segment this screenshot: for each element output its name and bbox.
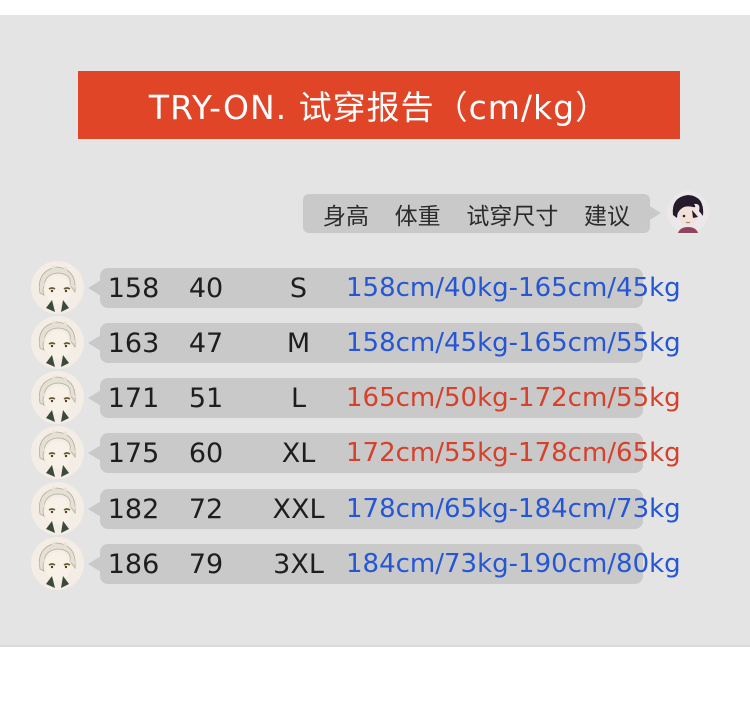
- table-row: 158 40 S 158cm/40kg-165cm/45kg: [0, 261, 750, 314]
- advice-cell: 172cm/55kg-178cm/65kg: [346, 438, 681, 468]
- height-cell: 182: [107, 493, 160, 525]
- header-label-height: 身高: [323, 203, 369, 230]
- size-table-header: 身高 体重 试穿尺寸 建议: [303, 194, 650, 233]
- table-row: 182 72 XXL 178cm/65kg-184cm/73kg: [0, 482, 750, 535]
- size-cell: XXL: [272, 493, 325, 525]
- size-row-bar: 163 47 M 158cm/45kg-165cm/55kg: [100, 323, 681, 363]
- size-cell: 3XL: [273, 548, 324, 580]
- silver-hair-anime-avatar-icon: [31, 426, 84, 479]
- height-cell: 186: [107, 548, 160, 580]
- size-row-bar: 175 60 XL 172cm/55kg-178cm/65kg: [100, 433, 681, 473]
- table-row: 186 79 3XL 184cm/73kg-190cm/80kg: [0, 537, 750, 590]
- size-row-bar: 171 51 L 165cm/50kg-172cm/55kg: [100, 378, 681, 418]
- header-label-tryon-size: 试穿尺寸: [466, 203, 559, 230]
- header-label-advice: 建议: [583, 203, 630, 230]
- weight-cell: 47: [188, 327, 224, 359]
- height-cell: 175: [107, 437, 160, 469]
- table-row: 163 47 M 158cm/45kg-165cm/55kg: [0, 316, 750, 369]
- size-cell: M: [286, 327, 311, 359]
- speech-bubble-tail: [88, 280, 101, 296]
- speech-bubble-tail: [88, 445, 101, 461]
- weight-cell: 79: [188, 548, 224, 580]
- size-row-bar: 182 72 XXL 178cm/65kg-184cm/73kg: [100, 489, 681, 529]
- advice-cell: 158cm/40kg-165cm/45kg: [346, 273, 681, 303]
- speech-bubble-tail: [88, 335, 101, 351]
- height-cell: 163: [107, 327, 160, 359]
- table-row: 171 51 L 165cm/50kg-172cm/55kg: [0, 371, 750, 424]
- weight-cell: 40: [188, 272, 224, 304]
- speech-bubble-tail: [88, 390, 101, 406]
- weight-cell: 72: [188, 493, 224, 525]
- speech-bubble-tail: [88, 501, 101, 517]
- advice-cell: 184cm/73kg-190cm/80kg: [346, 549, 681, 579]
- header-label-weight: 体重: [394, 203, 441, 230]
- title-banner: TRY-ON. 试穿报告（cm/kg）: [78, 71, 680, 139]
- advice-cell: 165cm/50kg-172cm/55kg: [346, 383, 681, 413]
- dark-hair-anime-avatar-icon: [667, 191, 709, 233]
- speech-bubble-tail: [88, 556, 101, 572]
- advice-cell: 158cm/45kg-165cm/55kg: [346, 328, 681, 358]
- content-panel: TRY-ON. 试穿报告（cm/kg） 身高 体重 试穿尺寸 建议: [0, 15, 750, 647]
- height-cell: 171: [107, 382, 160, 414]
- speech-bubble-tail: [648, 205, 661, 221]
- advice-cell: 178cm/65kg-184cm/73kg: [346, 494, 681, 524]
- weight-cell: 60: [188, 437, 224, 469]
- silver-hair-anime-avatar-icon: [31, 316, 84, 369]
- silver-hair-anime-avatar-icon: [31, 371, 84, 424]
- silver-hair-anime-avatar-icon: [31, 537, 84, 590]
- table-row: 175 60 XL 172cm/55kg-178cm/65kg: [0, 426, 750, 479]
- size-row-bar: 186 79 3XL 184cm/73kg-190cm/80kg: [100, 544, 681, 584]
- size-row-bar: 158 40 S 158cm/40kg-165cm/45kg: [100, 268, 681, 308]
- size-cell: S: [289, 272, 308, 304]
- size-cell: XL: [281, 437, 316, 469]
- silver-hair-anime-avatar-icon: [31, 261, 84, 314]
- silver-hair-anime-avatar-icon: [31, 482, 84, 535]
- height-cell: 158: [107, 272, 160, 304]
- banner-title: TRY-ON. 试穿报告（cm/kg）: [148, 88, 610, 127]
- weight-cell: 51: [188, 382, 224, 414]
- size-cell: L: [290, 382, 307, 414]
